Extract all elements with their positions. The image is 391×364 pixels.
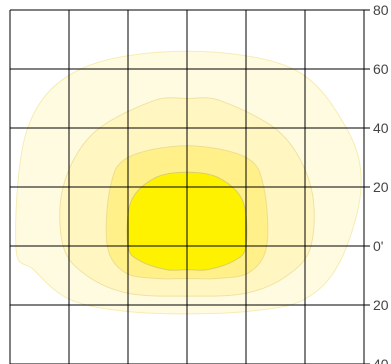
- y-tick-label: 40: [373, 120, 389, 136]
- y-tick-label: 60: [373, 61, 389, 77]
- labels-layer: 80 60 40 20 0' 20 40: [373, 2, 389, 364]
- y-tick-label: 40: [373, 356, 389, 364]
- y-tick-label: 80: [373, 2, 389, 18]
- y-tick-label: 20: [373, 179, 389, 195]
- y-tick-label: 20: [373, 297, 389, 313]
- grid-layer: [9, 9, 370, 364]
- y-tick-label: 0': [373, 238, 383, 254]
- zones-layer: [15, 50, 362, 315]
